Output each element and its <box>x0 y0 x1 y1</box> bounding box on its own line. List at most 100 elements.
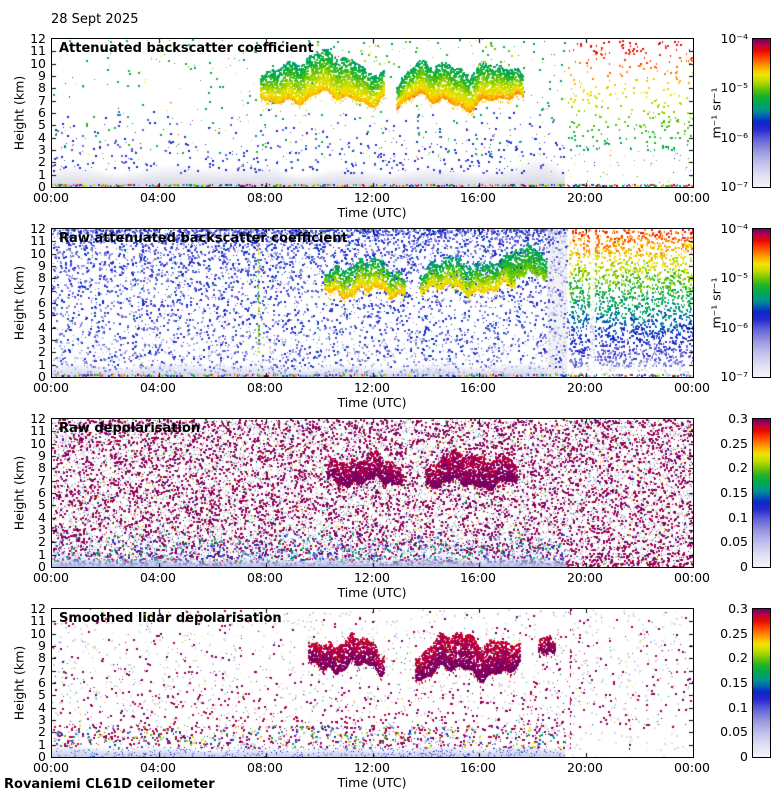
y-tick-label: 7 <box>38 473 46 488</box>
x-tick-label: 20:00 <box>566 570 604 585</box>
y-tick-label: 11 <box>30 613 46 628</box>
plot-area: Smoothed lidar depolarisation <box>51 608 694 758</box>
y-tick-label: 9 <box>38 448 46 463</box>
colorbar <box>752 38 771 188</box>
y-tick-label: 5 <box>38 117 46 132</box>
x-tick-label: 08:00 <box>246 760 284 775</box>
x-tick-label: 00:00 <box>673 190 711 205</box>
y-tick-label: 9 <box>38 638 46 653</box>
y-tick-label: 8 <box>38 80 46 95</box>
x-tick-label: 16:00 <box>459 380 497 395</box>
panel-title: Raw depolarisation <box>59 421 201 436</box>
y-tick-label: 6 <box>38 485 46 500</box>
colorbar-tick-label: 0.15 <box>720 675 748 690</box>
y-tick-label: 1 <box>38 357 46 372</box>
y-tick-label: 4 <box>38 320 46 335</box>
colorbar-canvas <box>753 419 770 567</box>
x-tick-label: 08:00 <box>246 380 284 395</box>
y-tick-label: 0 <box>38 179 46 194</box>
y-tick-label: 2 <box>38 534 46 549</box>
y-tick-label: 3 <box>38 142 46 157</box>
colorbar-tick-label: 0.3 <box>728 601 748 616</box>
panel-title: Attenuated backscatter coefficient <box>59 41 314 56</box>
y-tick-label: 8 <box>38 460 46 475</box>
y-tick-label: 4 <box>38 510 46 525</box>
colorbar-tick-label: 0.25 <box>720 436 748 451</box>
x-tick-label: 04:00 <box>139 380 177 395</box>
colorbar-tick-label: 0.1 <box>728 510 748 525</box>
x-tick-label: 12:00 <box>353 760 391 775</box>
y-tick-label: 5 <box>38 687 46 702</box>
y-tick-label: 0 <box>38 559 46 574</box>
colorbar-tick-label: 10⁻⁴ <box>720 221 748 236</box>
heatmap-canvas <box>52 229 693 377</box>
colorbar-tick-label: 10⁻⁶ <box>720 320 748 335</box>
date-label: 28 Sept 2025 <box>51 12 139 27</box>
plot-area: Raw attenuated backscatter coefficient <box>51 228 694 378</box>
y-tick-label: 5 <box>38 497 46 512</box>
y-tick-label: 1 <box>38 547 46 562</box>
x-tick-label: 00:00 <box>673 380 711 395</box>
x-axis-title: Time (UTC) <box>337 205 407 220</box>
plot-area: Attenuated backscatter coefficient <box>51 38 694 188</box>
panel-title: Raw attenuated backscatter coefficient <box>59 231 348 246</box>
y-tick-label: 1 <box>38 167 46 182</box>
colorbar <box>752 608 771 758</box>
y-tick-label: 3 <box>38 712 46 727</box>
y-tick-label: 7 <box>38 663 46 678</box>
x-tick-label: 08:00 <box>246 190 284 205</box>
y-tick-label: 6 <box>38 295 46 310</box>
y-tick-label: 6 <box>38 105 46 120</box>
x-tick-label: 00:00 <box>32 380 70 395</box>
x-axis-title: Time (UTC) <box>337 585 407 600</box>
colorbar-tick-label: 10⁻⁷ <box>720 179 748 194</box>
heatmap-canvas <box>52 39 693 187</box>
colorbar-tick-label: 0.3 <box>728 411 748 426</box>
y-tick-label: 12 <box>30 601 46 616</box>
colorbar-tick-label: 0.25 <box>720 626 748 641</box>
colorbar-tick-label: 10⁻⁵ <box>720 270 748 285</box>
y-tick-label: 3 <box>38 522 46 537</box>
x-tick-label: 04:00 <box>139 190 177 205</box>
y-tick-label: 7 <box>38 283 46 298</box>
x-tick-label: 16:00 <box>459 190 497 205</box>
x-tick-label: 20:00 <box>566 190 604 205</box>
colorbar-tick-label: 0.15 <box>720 485 748 500</box>
colorbar-tick-label: 0 <box>740 559 748 574</box>
colorbar-tick-label: 0.05 <box>720 534 748 549</box>
colorbar <box>752 228 771 378</box>
y-tick-label: 6 <box>38 675 46 690</box>
x-axis-title: Time (UTC) <box>337 775 407 790</box>
colorbar <box>752 418 771 568</box>
y-tick-label: 12 <box>30 31 46 46</box>
colorbar-tick-label: 10⁻⁶ <box>720 130 748 145</box>
panel-title: Smoothed lidar depolarisation <box>59 611 282 626</box>
y-tick-label: 0 <box>38 369 46 384</box>
y-tick-label: 11 <box>30 233 46 248</box>
y-tick-label: 11 <box>30 43 46 58</box>
x-tick-label: 20:00 <box>566 380 604 395</box>
x-tick-label: 04:00 <box>139 570 177 585</box>
y-tick-label: 4 <box>38 130 46 145</box>
y-tick-label: 3 <box>38 332 46 347</box>
x-tick-label: 16:00 <box>459 760 497 775</box>
colorbar-tick-label: 0.2 <box>728 460 748 475</box>
colorbar-canvas <box>753 229 770 377</box>
x-tick-label: 12:00 <box>353 190 391 205</box>
y-tick-label: 7 <box>38 93 46 108</box>
x-tick-label: 20:00 <box>566 760 604 775</box>
plot-area: Raw depolarisation <box>51 418 694 568</box>
heatmap-canvas <box>52 419 693 567</box>
x-tick-label: 12:00 <box>353 380 391 395</box>
colorbar-tick-label: 10⁻⁴ <box>720 31 748 46</box>
y-tick-label: 12 <box>30 411 46 426</box>
x-axis-title: Time (UTC) <box>337 395 407 410</box>
x-tick-label: 00:00 <box>673 570 711 585</box>
y-tick-label: 8 <box>38 270 46 285</box>
heatmap-canvas <box>52 609 693 757</box>
y-tick-label: 8 <box>38 650 46 665</box>
y-tick-label: 11 <box>30 423 46 438</box>
colorbar-canvas <box>753 39 770 187</box>
x-tick-label: 08:00 <box>246 570 284 585</box>
